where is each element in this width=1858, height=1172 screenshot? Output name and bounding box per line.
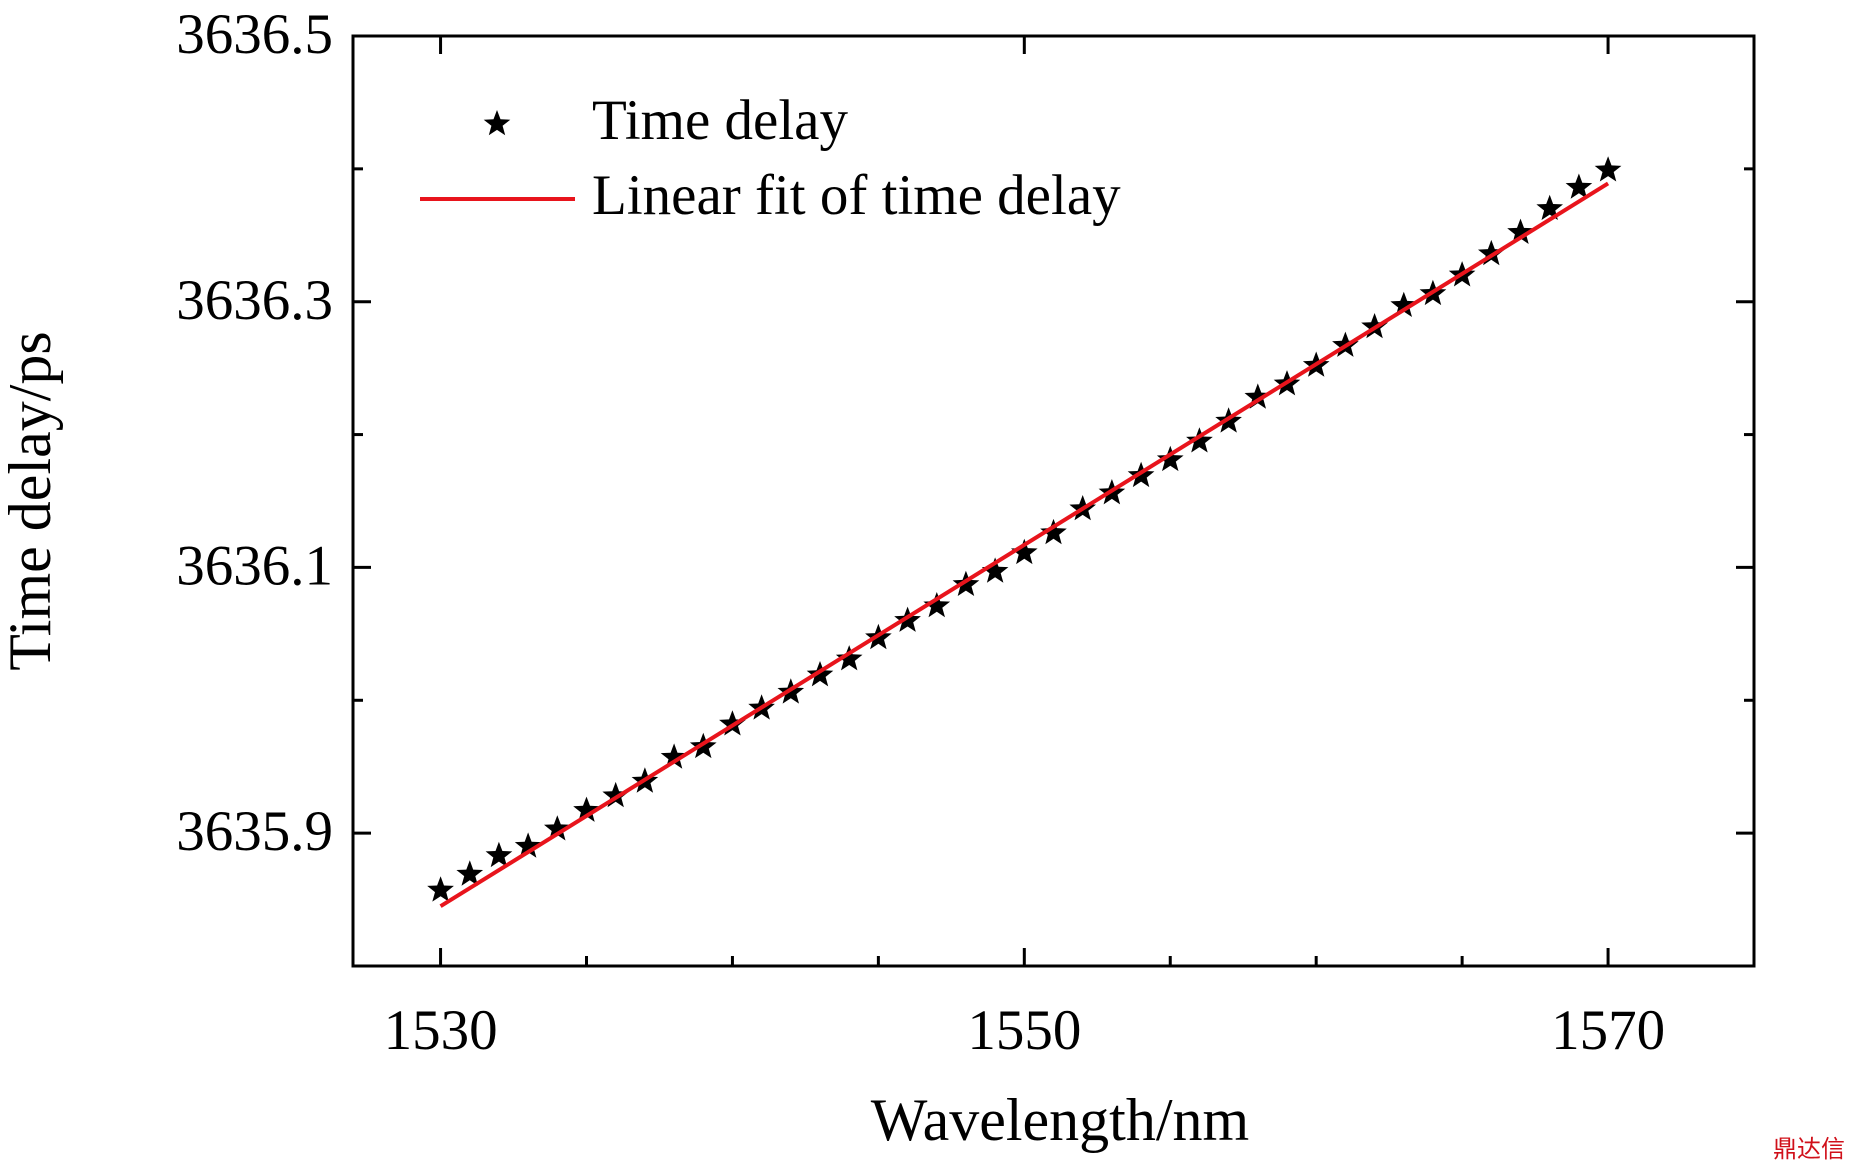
legend-label: Time delay	[592, 89, 848, 152]
star-point	[1536, 194, 1563, 220]
star-point	[1361, 313, 1388, 339]
legend-label: Linear fit of time delay	[592, 164, 1121, 227]
star-point	[1594, 156, 1622, 182]
watermark: 鼎达信	[1773, 1135, 1845, 1163]
y-axis-label: Time delay/ps	[0, 331, 63, 670]
star-point	[544, 815, 571, 841]
star-point	[1244, 383, 1272, 409]
star-point	[602, 781, 629, 808]
x-axis-label: Wavelength/nm	[871, 1087, 1249, 1153]
star-point	[952, 570, 980, 596]
y-tick-label: 3636.1	[176, 535, 333, 598]
star-point	[835, 645, 863, 671]
star-point	[1011, 538, 1038, 565]
x-tick-label: 1570	[1551, 999, 1665, 1062]
star-point	[456, 860, 484, 886]
star-point	[1390, 291, 1418, 317]
star-point	[1565, 173, 1593, 199]
fit-line	[439, 181, 1610, 908]
star-point	[1156, 445, 1184, 472]
y-tick-label: 3635.9	[176, 800, 333, 863]
plot-frame	[351, 34, 1756, 968]
star-point	[427, 876, 454, 902]
star-point	[719, 710, 746, 736]
legend-star	[483, 110, 511, 136]
star-point	[1478, 239, 1505, 266]
star-point	[1040, 518, 1067, 545]
y-tick-label: 3636.3	[176, 269, 333, 332]
star-point	[806, 661, 834, 687]
star-point	[660, 743, 688, 769]
star-point	[981, 557, 1009, 583]
y-tick-label: 3636.5	[176, 3, 333, 66]
star-point	[514, 832, 542, 858]
x-tick-label: 1530	[384, 999, 498, 1062]
star-point	[573, 796, 600, 822]
star-point	[1186, 427, 1213, 453]
star-point	[1507, 218, 1534, 244]
x-tick-label: 1550	[967, 999, 1081, 1062]
star-point	[923, 592, 951, 618]
star-point	[485, 841, 513, 868]
